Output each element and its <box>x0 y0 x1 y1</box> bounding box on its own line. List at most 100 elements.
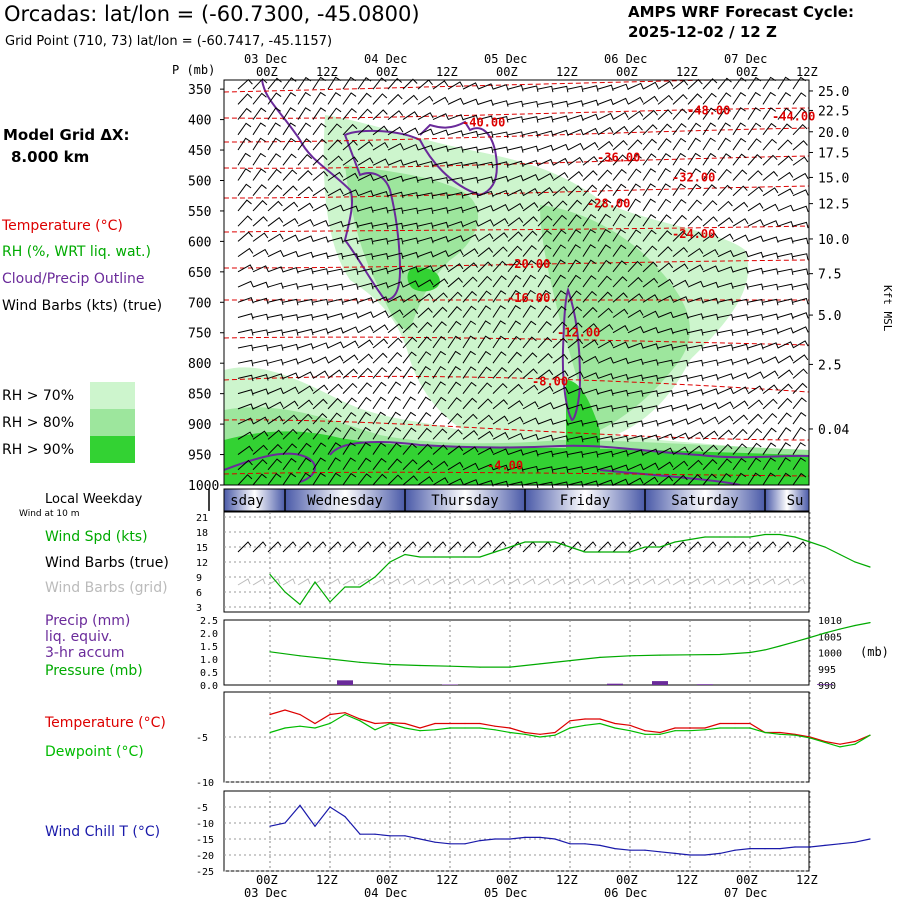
pressure-line-point <box>809 636 811 639</box>
top-hour-label: 00Z <box>616 65 638 79</box>
wind-speed-line-point <box>284 591 286 593</box>
wind-barb <box>372 253 389 260</box>
wind-barb <box>507 217 524 227</box>
height-tick-label: 12.5 <box>818 198 849 213</box>
wind-barb <box>342 397 357 410</box>
wind-barb <box>342 312 359 319</box>
wind-barb <box>522 433 539 441</box>
wind-barb <box>687 264 704 273</box>
wind-barb <box>777 427 792 440</box>
temp-series-temperature-point <box>674 727 676 729</box>
wind-barb <box>537 353 553 364</box>
wind-barb <box>552 337 568 349</box>
wind-barb <box>507 100 524 108</box>
wind-speed-line-point <box>659 546 661 548</box>
wind-barb <box>372 473 388 486</box>
wind-barb <box>402 308 419 318</box>
wind-barb-grid <box>432 578 446 586</box>
wind-chill-line-point <box>569 843 571 845</box>
wind-barb <box>387 207 404 214</box>
wind-barb <box>552 305 567 318</box>
wind-barb <box>792 472 807 486</box>
wind-barb <box>297 251 314 259</box>
wind-barb <box>777 204 794 212</box>
wind-barb <box>672 108 688 120</box>
legend-precip-accum: 3-hr accum <box>45 645 125 661</box>
wind-barb-true <box>387 541 402 553</box>
wind-barb <box>762 370 779 379</box>
legend-swatch-rh-90 <box>90 436 135 463</box>
wind-barb <box>492 320 506 334</box>
wind-barb <box>657 109 673 120</box>
wind-barb <box>237 93 253 105</box>
wind-barb <box>777 188 794 197</box>
wind-barb <box>477 366 492 379</box>
wind-barb <box>417 279 434 288</box>
wind-barb <box>372 442 387 455</box>
wind-barb <box>642 213 657 227</box>
pressure-line-point <box>389 663 391 666</box>
legend-rh-90: RH > 90% <box>2 442 75 458</box>
wind-barb <box>462 366 477 379</box>
wind-barb <box>492 161 509 168</box>
wind-barb <box>327 369 344 379</box>
bottom-date-label: 05 Dec <box>484 886 527 900</box>
wind-barb-grid <box>387 578 401 586</box>
temp-series-temperature-point <box>569 720 571 722</box>
wind-barb <box>297 457 312 471</box>
forecast-cycle-value: 2025-12-02 / 12 Z <box>628 23 777 41</box>
wind-barb <box>492 415 509 425</box>
weekday-band <box>405 489 525 511</box>
wind-barb <box>312 313 329 321</box>
wind-barb <box>522 352 538 364</box>
wind-barb <box>282 329 299 336</box>
wind-barb <box>327 355 344 364</box>
wind-barb-grid <box>732 578 746 586</box>
wind-barb <box>792 237 809 245</box>
wind-barb <box>372 158 389 166</box>
wind-barb <box>612 450 629 457</box>
wind-speed-line-point <box>809 541 811 543</box>
weekday-band <box>645 489 765 511</box>
wind-tick-label: 12 <box>196 558 208 569</box>
wind-barb <box>657 152 672 166</box>
wind-barb <box>252 374 269 381</box>
wind-barb <box>552 419 569 426</box>
wind-chill-line-point <box>689 854 691 856</box>
wind-barb <box>612 154 628 166</box>
wind-barb <box>762 107 777 120</box>
wind-barb <box>672 168 686 181</box>
wind-speed-line-point <box>329 601 331 603</box>
wind-barb <box>297 267 314 275</box>
wind-barb <box>282 457 297 471</box>
wind-barb <box>627 260 643 273</box>
wind-barb <box>357 76 372 90</box>
wind-barb <box>237 264 254 273</box>
wind-barb <box>582 244 596 257</box>
wind-barb <box>267 443 283 455</box>
wind-barb <box>267 415 284 425</box>
pressure-line-point <box>629 655 631 657</box>
wind-barb <box>237 215 253 227</box>
wind-barb <box>792 412 807 425</box>
wind-barb <box>372 296 389 303</box>
wind-barb-grid <box>417 578 431 586</box>
pressure-axis-title: P (mb) <box>172 63 215 77</box>
top-date-label: 04 Dec <box>364 52 407 66</box>
wind-speed-line-point <box>854 561 856 563</box>
wind-speed-line-point <box>314 581 316 583</box>
wind-barb <box>552 259 566 273</box>
wind-barb-true <box>672 541 687 553</box>
precip-tick-label: 1.5 <box>200 642 218 653</box>
wind-barb <box>627 374 644 382</box>
wind-barb <box>237 137 251 151</box>
wind-speed-line-point <box>839 553 841 556</box>
wind-barb <box>717 217 734 227</box>
wind-barb <box>627 390 644 397</box>
pressure-tick-label: 1010 <box>818 616 842 627</box>
wind-barb <box>237 107 252 120</box>
wind-barb <box>732 153 747 166</box>
wind-barb <box>642 359 659 366</box>
wind-barb <box>657 168 671 181</box>
wind-barb <box>522 305 536 318</box>
